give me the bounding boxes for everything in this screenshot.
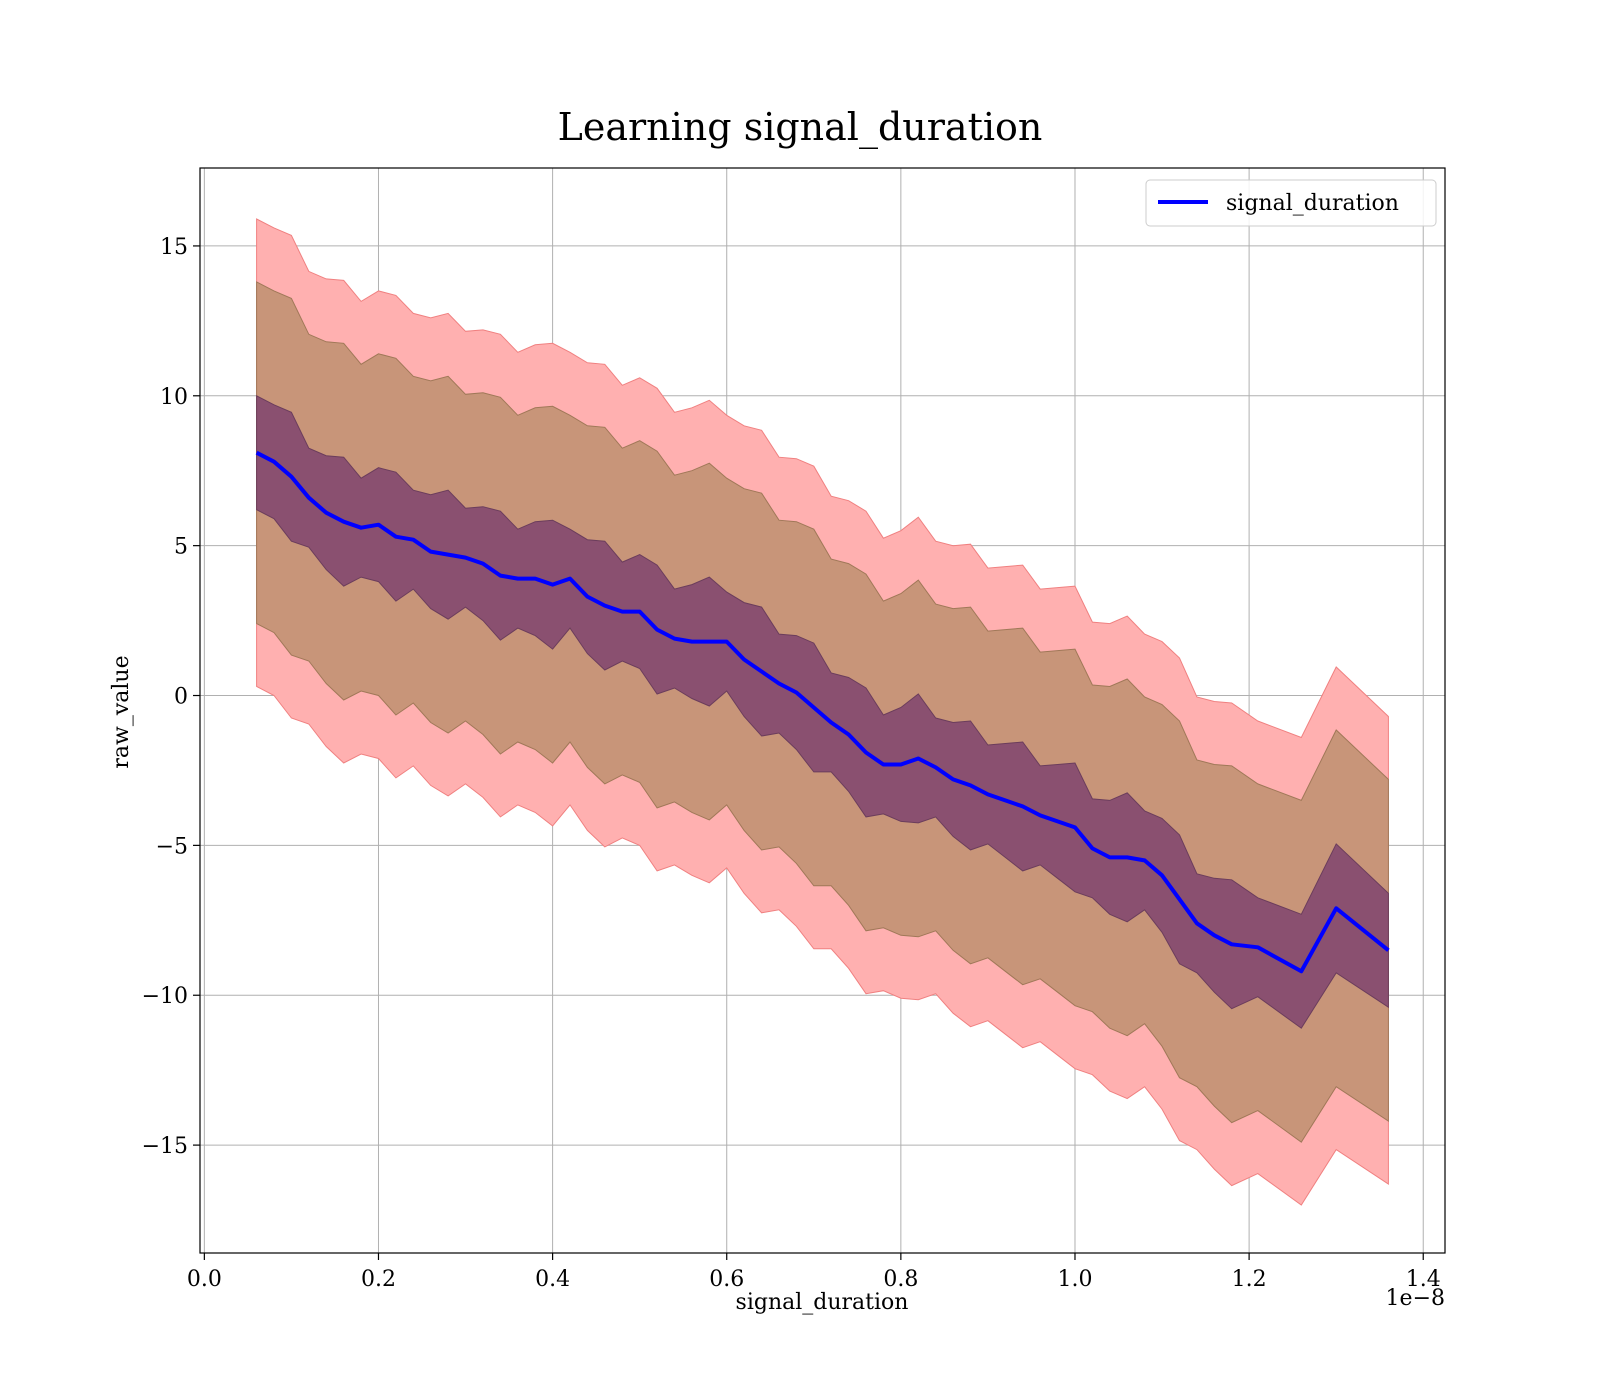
series-line — [255, 450, 1390, 974]
y-tick-label: 0 — [174, 685, 188, 710]
x-axis-ticks: 0.0 0.2 0.4 0.6 0.8 1.0 1.2 1.4 — [187, 1253, 1441, 1292]
x-offset-text: 1e−8 — [1386, 1286, 1445, 1311]
y-tick-label: −5 — [156, 834, 188, 859]
x-tick-label: 1.0 — [1057, 1267, 1092, 1292]
inner-band — [256, 394, 1389, 1029]
y-axis-ticks: 15 10 5 0 −5 −10 −15 — [142, 235, 200, 1159]
x-axis-label: signal_duration — [736, 1290, 909, 1315]
x-tick-label: 0.4 — [535, 1267, 570, 1292]
x-tick-label: 0.6 — [709, 1267, 744, 1292]
x-tick-label: 0.0 — [187, 1267, 222, 1292]
legend-label: signal_duration — [1226, 191, 1399, 216]
x-tick-label: 0.8 — [883, 1267, 918, 1292]
chart-title: Learning signal_duration — [558, 105, 1043, 150]
y-tick-label: 15 — [160, 235, 188, 260]
series-lines — [255, 450, 1390, 974]
y-tick-label: −10 — [142, 984, 188, 1009]
x-tick-label: 1.2 — [1232, 1267, 1267, 1292]
y-tick-label: −15 — [142, 1134, 188, 1159]
confidence-bands — [256, 218, 1389, 1206]
x-tick-label: 0.2 — [361, 1267, 396, 1292]
x-tick-label: 1.4 — [1406, 1267, 1441, 1292]
legend-frame — [1145, 179, 1437, 227]
y-tick-label: 5 — [174, 535, 188, 560]
legend: signal_duration — [1145, 179, 1437, 227]
y-axis-label: raw_value — [109, 655, 134, 768]
y-tick-label: 10 — [160, 385, 188, 410]
plot-frame — [199, 167, 1446, 1254]
